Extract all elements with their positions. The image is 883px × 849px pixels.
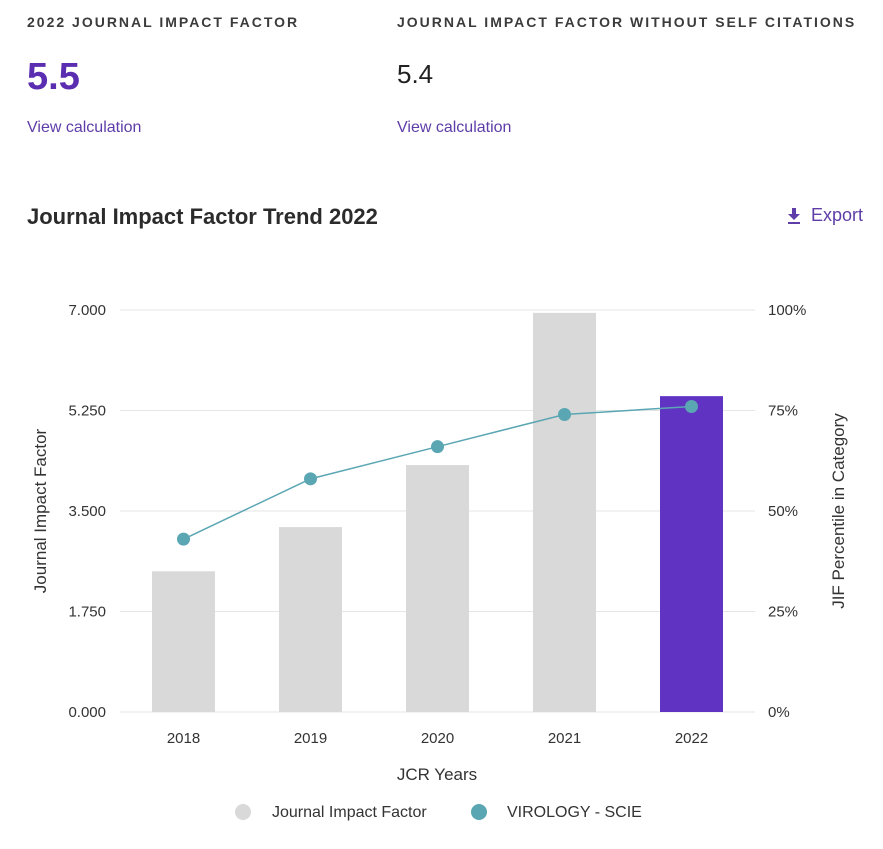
bar [406, 465, 469, 712]
y2-tick-label: 25% [768, 604, 798, 621]
jif-view-calculation-link[interactable]: View calculation [27, 119, 142, 136]
jif-trend-chart: 0.000 0% 1.750 25% 3.500 50% 5.250 75% 7.000 100%… [31, 302, 848, 821]
bar [533, 312, 596, 712]
y-axis-title: Journal Impact Factor [31, 428, 50, 593]
download-icon [787, 207, 801, 224]
jif-without-self-citations-view-calculation-link[interactable]: View calculation [397, 119, 512, 136]
percentile-point [558, 408, 571, 422]
percentile-point [177, 532, 190, 546]
y2-axis-title: JIF Percentile in Category [829, 413, 848, 609]
x-tick-label: 2020 [421, 730, 454, 747]
jif-label: 2022 JOURNAL IMPACT FACTOR [27, 14, 300, 30]
jif-without-self-citations-label: JOURNAL IMPACT FACTOR WITHOUT SELF CITAT… [397, 14, 857, 30]
y2-tick-label: 100% [768, 302, 806, 319]
y2-tick-label: 0% [768, 704, 790, 721]
legend-label-virology-scie: VIROLOGY - SCIE [507, 804, 642, 821]
percentile-point [431, 440, 444, 454]
export-label: Export [811, 205, 864, 225]
x-tick-label: 2021 [548, 730, 581, 747]
y-tick-label: 1.750 [68, 604, 106, 621]
y-tick-label: 3.500 [68, 503, 106, 520]
export-button[interactable]: Export [787, 205, 863, 226]
x-axis-title: JCR Years [397, 765, 477, 784]
y2-tick-label: 50% [768, 503, 798, 520]
y2-tick-label: 75% [768, 403, 798, 420]
legend-marker-journal-impact-factor [235, 804, 251, 820]
jif-without-self-citations-value: 5.4 [397, 59, 434, 89]
x-tick-label: 2019 [294, 730, 327, 747]
bar-highlighted [660, 396, 723, 712]
x-tick-label: 2018 [167, 730, 200, 747]
y-tick-label: 5.250 [68, 403, 106, 420]
trend-title: Journal Impact Factor Trend 2022 [27, 204, 378, 229]
bar [279, 527, 342, 712]
x-tick-label: 2022 [675, 730, 708, 747]
jif-value: 5.5 [27, 56, 80, 98]
percentile-point [685, 399, 698, 413]
bar [152, 571, 215, 712]
legend-marker-virology-scie [471, 804, 487, 820]
y-tick-label: 0.000 [68, 704, 106, 721]
y-tick-label: 7.000 [68, 302, 106, 319]
legend-label-journal-impact-factor: Journal Impact Factor [272, 804, 427, 821]
percentile-point [304, 472, 317, 486]
